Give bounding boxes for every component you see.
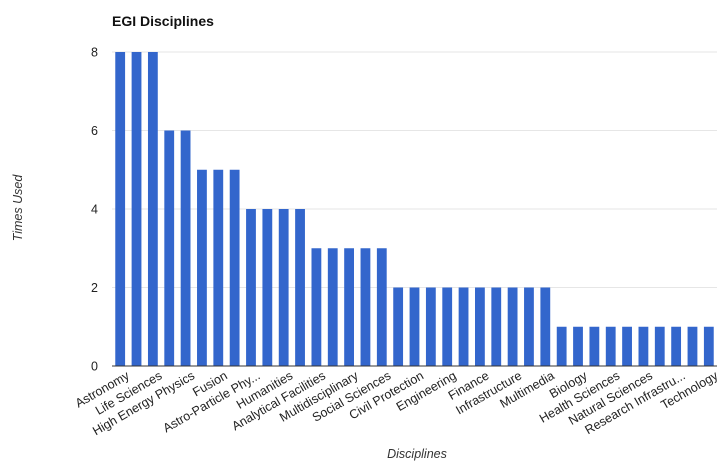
chart-title: EGI Disciplines [112,13,214,29]
bar [671,326,682,366]
bar [213,169,224,366]
bar [687,326,698,366]
bar [442,287,453,366]
bar [507,287,518,366]
bar [409,287,420,366]
bar [491,287,502,366]
bar [311,248,322,366]
y-tick-label: 2 [91,281,98,295]
bar [458,287,469,366]
bar [475,287,485,366]
bar [327,248,338,366]
bar [638,326,649,366]
bar [262,209,273,366]
bar [556,326,567,366]
bar [147,52,158,366]
bar [622,326,632,366]
bar [573,326,583,366]
bar [180,130,191,366]
y-axis-ticks: 0 2 4 6 8 [91,46,98,374]
bar [115,52,126,366]
bar [393,287,404,366]
y-tick-label: 4 [91,203,98,217]
bar [229,169,240,366]
y-tick-label: 0 [91,360,98,374]
bar [425,287,436,366]
y-tick-label: 6 [91,124,98,138]
y-tick-label: 8 [91,46,98,60]
bar [197,169,207,366]
bar [295,209,305,366]
bar [703,326,714,366]
bar [131,52,142,366]
bars [115,52,714,366]
bar [360,248,371,366]
y-axis-title: Times Used [11,174,25,242]
bar [376,248,387,366]
bar [589,326,600,366]
bar [654,326,665,366]
bar [605,326,616,366]
bar [246,209,256,366]
bar [524,287,534,366]
bar [344,248,354,366]
bar [278,209,289,366]
x-axis-title: Disciplines [387,447,447,461]
bar [540,287,551,366]
bar [164,130,175,366]
